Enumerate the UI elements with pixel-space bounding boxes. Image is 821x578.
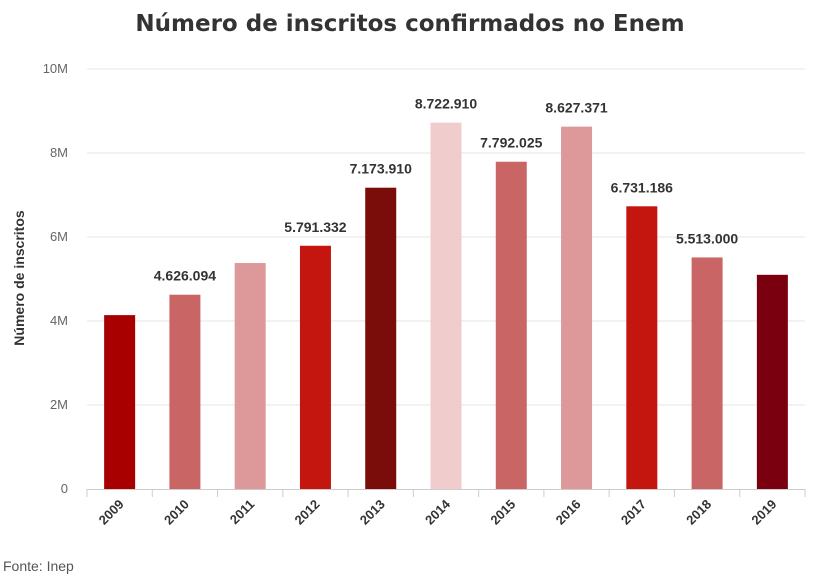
x-tick-label: 2019 — [748, 497, 779, 528]
source-note: Fonte: Inep — [3, 558, 74, 574]
bar-2017 — [626, 206, 658, 489]
x-axis-ticks: 2009 2010 2011 2012 2013 2014 2015 2016 2017 2018… — [86, 489, 806, 528]
data-label-2012: 5.791.332 — [284, 219, 346, 235]
data-labels: 4.626.094 5.791.332 7.173.910 8.722.910 7.79… — [154, 96, 739, 284]
data-label-2013: 7.173.910 — [350, 161, 412, 177]
data-label-2014: 8.722.910 — [415, 96, 477, 112]
bar-2018 — [691, 257, 723, 489]
data-label-2016: 8.627.371 — [545, 100, 607, 116]
y-tick-label: 8M — [50, 145, 68, 160]
bar-2013 — [365, 187, 397, 489]
bar-2012 — [299, 245, 331, 489]
data-label-2017: 6.731.186 — [611, 179, 673, 195]
y-tick-label: 6M — [50, 229, 68, 244]
bar-2011 — [234, 263, 266, 489]
y-tick-label: 0 — [61, 481, 68, 496]
x-tick-label: 2010 — [161, 497, 192, 528]
bar-2009 — [104, 315, 136, 489]
x-tick-label: 2018 — [683, 497, 714, 528]
data-label-2015: 7.792.025 — [480, 135, 542, 151]
bar-2015 — [495, 161, 527, 489]
bar-2010 — [169, 294, 201, 489]
x-tick-label: 2014 — [422, 496, 454, 528]
y-axis-ticks: 0 2M 4M 6M 8M 10M — [43, 61, 68, 496]
data-label-2018: 5.513.000 — [676, 230, 738, 246]
x-tick-label: 2015 — [487, 497, 518, 528]
x-tick-label: 2017 — [618, 497, 649, 528]
x-tick-label: 2009 — [96, 497, 127, 528]
y-tick-label: 2M — [50, 397, 68, 412]
bar-2014 — [430, 122, 462, 489]
y-tick-label: 4M — [50, 313, 68, 328]
bars — [104, 122, 788, 489]
bar-2016 — [561, 126, 593, 489]
chart-title: Número de inscritos confirmados no Enem — [135, 11, 684, 37]
x-tick-label: 2013 — [357, 497, 388, 528]
data-label-2010: 4.626.094 — [154, 268, 216, 284]
y-tick-label: 10M — [43, 61, 68, 76]
y-axis-label: Número de inscritos — [11, 210, 27, 346]
bar-2019 — [756, 274, 788, 489]
x-tick-label: 2012 — [292, 497, 323, 528]
x-tick-label: 2011 — [227, 497, 258, 528]
x-tick-label: 2016 — [553, 497, 584, 528]
